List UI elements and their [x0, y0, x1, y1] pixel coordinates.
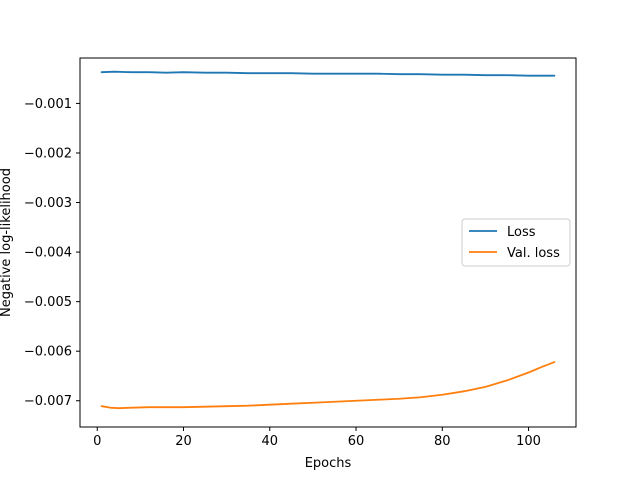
x-axis: 0 20 40 60 80 100	[93, 427, 541, 449]
x-tick-label: 80	[434, 434, 451, 449]
y-tick-label: −0.005	[24, 295, 72, 310]
y-tick-label: −0.004	[24, 246, 72, 261]
x-tick-label: 100	[516, 434, 541, 449]
x-tick-label: 60	[348, 434, 365, 449]
x-tick-label: 40	[262, 434, 279, 449]
legend: Loss Val. loss	[461, 218, 571, 267]
legend-entries: Loss Val. loss	[469, 225, 560, 261]
legend-label-val-loss: Val. loss	[507, 246, 560, 261]
y-tick-label: −0.006	[24, 345, 72, 360]
x-axis-label: Epochs	[305, 456, 352, 471]
series-line-val-loss	[100, 361, 556, 410]
x-tick-label: 0	[93, 434, 101, 449]
y-tick-label: −0.001	[24, 97, 72, 112]
plot-frame	[79, 57, 577, 428]
legend-label-loss: Loss	[507, 225, 536, 240]
y-axis-label: Negative log-likelihood	[0, 168, 14, 317]
plot-area	[79, 57, 577, 428]
series-line-loss	[100, 70, 556, 77]
y-tick-label: −0.002	[24, 146, 72, 161]
y-tick-label: −0.003	[24, 196, 72, 211]
x-tick-label: 20	[175, 434, 192, 449]
y-axis: −0.001 −0.002 −0.003 −0.004 −0.005 −0.006 −0.0…	[24, 97, 80, 409]
y-tick-label: −0.007	[24, 394, 72, 409]
series-layer	[100, 70, 556, 410]
